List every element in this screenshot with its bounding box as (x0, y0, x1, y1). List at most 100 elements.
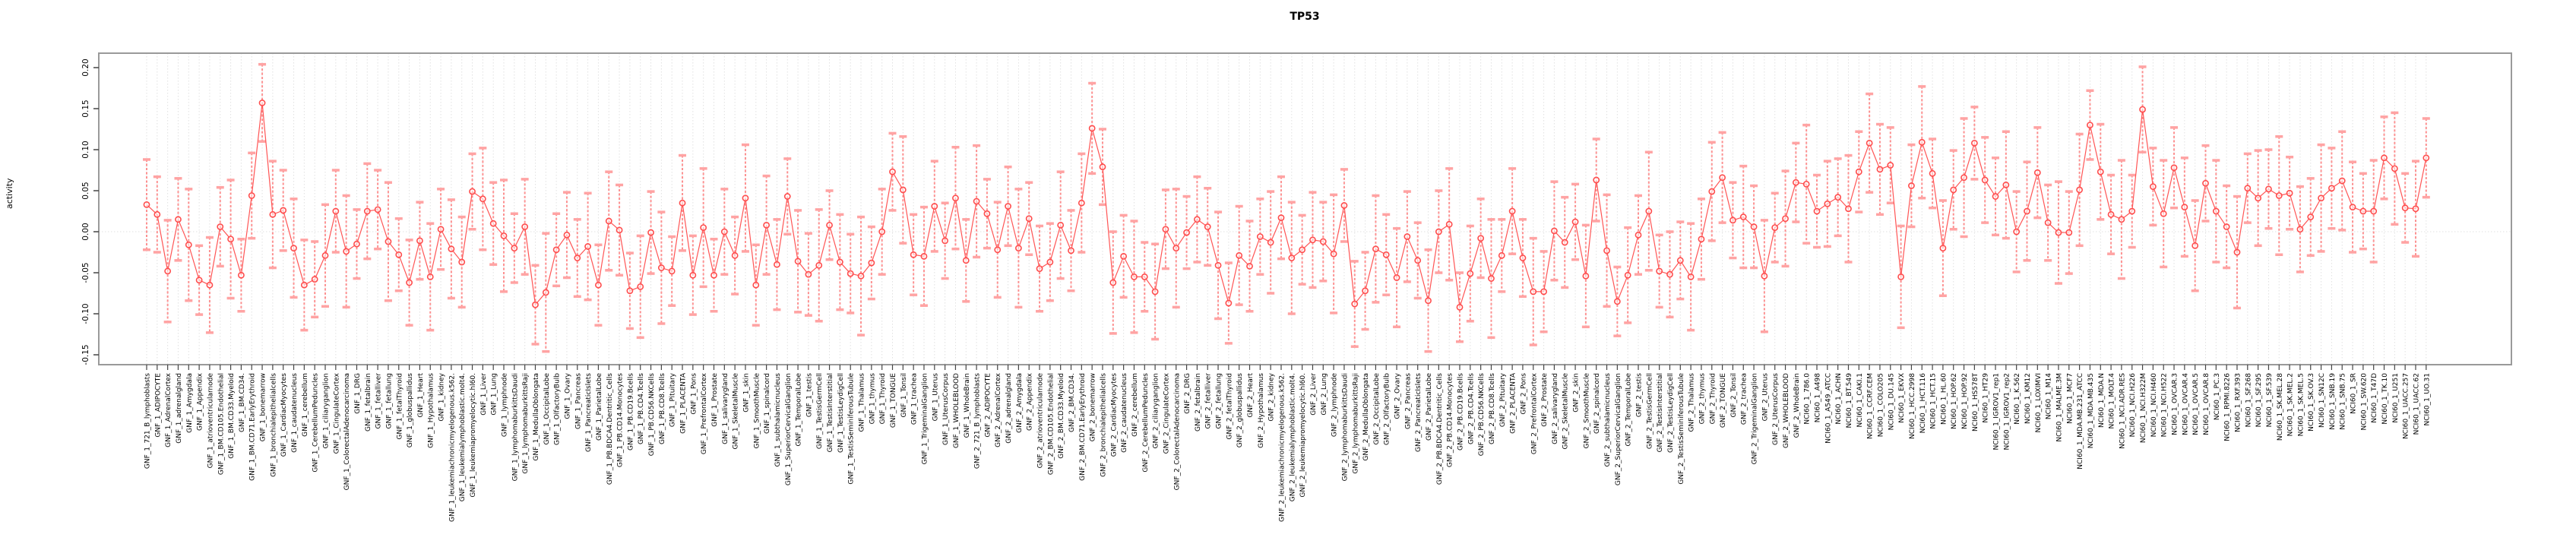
x-tick-label: GNF_2_lymphnode (1331, 373, 1339, 438)
x-tick-label: GNF_1_Hypothalamus (428, 373, 435, 448)
x-tick-label: NCI60_1_HCT.15 (1930, 373, 1938, 429)
data-point (2044, 219, 2052, 226)
x-tick-label: GNF_2_thymus (1698, 373, 1706, 425)
data-point (1141, 273, 1148, 280)
x-tick-label: GNF_2_TrigeminalGanglion (1752, 373, 1759, 464)
data-point (783, 193, 791, 200)
data-point (679, 199, 686, 207)
x-tick-label: NCI60_1_A549_ATCC (1824, 373, 1832, 444)
data-point (238, 271, 245, 279)
x-tick-label: GNF_2_ParietalLobe (1426, 373, 1433, 441)
x-tick-label: GNF_1_SmoothMuscle (753, 373, 761, 449)
x-tick-label: NCI60_1_TK.10 (2381, 373, 2389, 425)
x-tick-label: NCI60_1_MDA.N (2098, 373, 2106, 428)
data-point (1908, 182, 1915, 189)
x-tick-label: NCI60_1_MDA.MB.435 (2087, 373, 2095, 448)
data-point (206, 281, 214, 289)
data-point (143, 201, 150, 208)
data-point (363, 207, 371, 215)
x-tick-label: GNF_1_SuperiorCervicalGanglion (785, 373, 793, 485)
data-point (1897, 273, 1905, 280)
x-tick-label: GNF_2_TestisSeminiferousTubule (1678, 373, 1685, 485)
x-tick-label: GNF_2_Hypothalamus (1258, 373, 1265, 448)
data-point (1267, 239, 1274, 246)
data-point (374, 206, 381, 213)
x-tick-label: GNF_1_BM.CD33.Myeloid (228, 373, 236, 459)
x-tick-label: NCI60_1_NCI.H460 (2150, 373, 2158, 438)
data-point (1319, 238, 1327, 245)
data-point (1435, 228, 1442, 236)
x-tick-label: GNF_1_lymphomaburkittsRaji (522, 373, 530, 474)
x-tick-label: GNF_2_TestisInterstitial (1657, 373, 1664, 452)
x-tick-label: NCI60_1_MALME.3M (2055, 373, 2063, 442)
x-tick-label: GNF_1_AdrenalCortex (165, 372, 172, 447)
data-point (416, 237, 423, 245)
data-point (2191, 242, 2199, 249)
x-tick-label: GNF_2_Liver (1310, 373, 1318, 416)
x-tick-label: GNF_2_OccipitalLobe (1373, 373, 1381, 445)
data-point (2181, 204, 2188, 210)
data-point (426, 273, 434, 280)
x-tick-label: NCI60_1_BT.549 (1846, 373, 1853, 428)
data-point (311, 276, 318, 283)
x-tick-label: GNF_2_lymphomaburkittsRaji (1352, 373, 1359, 474)
y-tick-label: 0.20 (81, 58, 90, 76)
data-point (1225, 299, 1233, 307)
data-point (1246, 262, 1253, 270)
data-point (1477, 235, 1485, 242)
x-tick-label: GNF_1_PancreaticIslets (585, 373, 593, 452)
data-point (2128, 207, 2136, 215)
x-tick-label: GNF_2_SuperiorCervicalGanglion (1615, 373, 1622, 485)
x-tick-label: NCI60_1_CCRF.CEM (1867, 373, 1875, 439)
data-point (2076, 186, 2084, 194)
data-point (910, 251, 917, 258)
data-point (889, 168, 896, 175)
x-tick-label: GNF_2_TestisGermCell (1646, 373, 1654, 449)
data-point (2370, 207, 2378, 215)
data-point (1498, 251, 1505, 259)
data-point (878, 228, 886, 236)
data-point (458, 258, 466, 266)
data-point (1488, 275, 1495, 282)
data-point (1151, 288, 1159, 296)
data-point (574, 255, 581, 261)
x-tick-label: GNF_2_MedullaOblongata (1362, 373, 1370, 461)
x-tick-label: NCI60_1_T47D (2371, 373, 2378, 423)
x-tick-label: GNF_2_Pons (1520, 373, 1527, 415)
x-tick-label: GNF_1_BM.CD34. (239, 373, 246, 432)
data-point (1981, 176, 1989, 184)
x-tick-label: GNF_2_PB.CD8.Tcells (1489, 373, 1496, 444)
data-point (1214, 261, 1222, 269)
data-point (2391, 165, 2398, 172)
x-tick-label: NCI60_1_HL.60 (1940, 373, 1948, 425)
data-point (1309, 236, 1316, 244)
x-tick-label: GNF_1_lymphnode (502, 373, 509, 438)
x-tick-label: GNF_1_721_B_lymphoblasts (144, 373, 152, 469)
x-tick-label: GNF_1_PB.BDCA4.Dentritic_Cells (606, 373, 614, 485)
data-point (1635, 231, 1642, 239)
data-point (1414, 257, 1422, 264)
x-tick-label: GNF_1_bronchialepithelialcells (270, 373, 277, 477)
data-point (1530, 288, 1537, 296)
x-tick-label: GNF_2_leukemiachronicmyelogenous.k562. (1278, 373, 1286, 522)
data-point (1288, 255, 1296, 261)
x-tick-label: NCI60_1_IGROV1_rep2 (2003, 373, 2011, 451)
data-point (1340, 202, 1348, 209)
data-point (1834, 194, 1842, 201)
data-point (1782, 215, 1789, 223)
data-point (185, 241, 192, 248)
data-point (1508, 207, 1516, 215)
x-tick-label: GNF_1_TestisGermCell (816, 373, 824, 449)
x-tick-label: NCI60_1_IGROV1_rep1 (1993, 373, 2001, 451)
x-tick-label: GNF_2_SkeletalMuscle (1562, 373, 1570, 450)
data-point (1204, 223, 1211, 230)
x-tick-label: GNF_2_PB.CD19.Bcells (1457, 373, 1465, 451)
x-tick-label: GNF_1_ADIPOCYTE (154, 373, 162, 438)
x-tick-label: GNF_2_PB.CD56.NKCells (1478, 373, 1486, 457)
x-tick-label: GNF_1_Heart (417, 373, 425, 418)
x-tick-label: GNF_2_testis (1636, 373, 1644, 417)
x-tick-label: NCI60_1_ACHN (1835, 373, 1843, 425)
x-tick-label: GNF_1_leukemiachronicmyelogenous.k562. (448, 373, 456, 522)
data-point (1068, 247, 1074, 255)
x-tick-label: GNF_2_Lung (1321, 373, 1328, 416)
